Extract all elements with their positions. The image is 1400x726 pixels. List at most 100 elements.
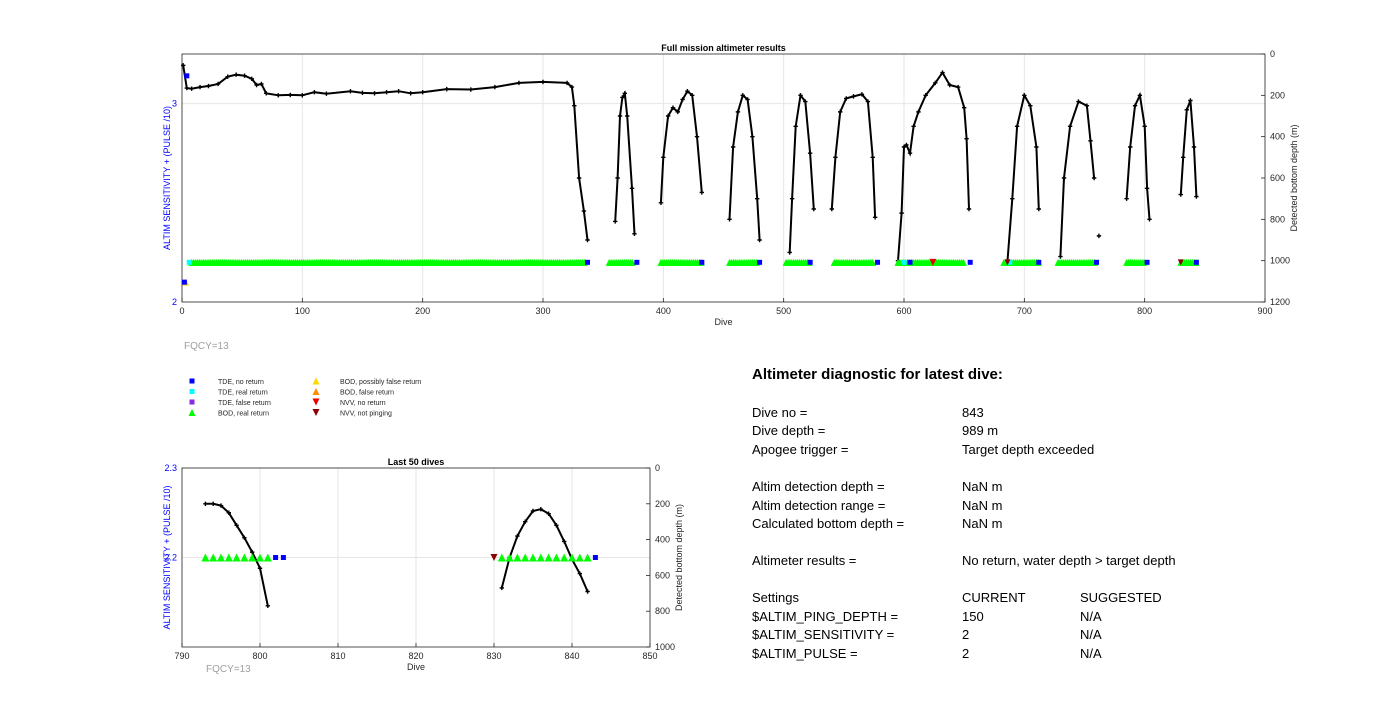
- x-tick-label: 100: [295, 306, 310, 316]
- x-axis-label: Dive: [714, 317, 732, 327]
- bod-real-return-marker: [232, 553, 241, 562]
- legend-marker: [312, 388, 320, 395]
- depth-point: [615, 175, 620, 181]
- depth-point: [899, 210, 904, 216]
- legend-marker: [312, 377, 320, 385]
- depth-point: [620, 95, 625, 100]
- legend-label: BOD, real return: [218, 411, 269, 418]
- depth-point: [408, 91, 413, 96]
- x-tick-label: 600: [896, 306, 911, 316]
- depth-point: [564, 80, 570, 86]
- depth-point: [829, 206, 834, 212]
- depth-point: [576, 175, 582, 181]
- bod-real-return-marker: [583, 553, 592, 562]
- x-tick-label: 810: [330, 651, 345, 661]
- depth-point: [218, 503, 224, 508]
- tde-no-return-marker: [967, 259, 973, 265]
- bod-real-return-marker: [209, 553, 218, 562]
- depth-point: [964, 136, 969, 141]
- depth-point: [798, 93, 803, 98]
- depth-series-line: [1179, 100, 1198, 197]
- depth-point: [865, 99, 871, 104]
- depth-point: [690, 93, 695, 98]
- legend-marker: [189, 399, 195, 405]
- bod-real-return-marker: [201, 553, 210, 562]
- depth-point: [1188, 98, 1193, 103]
- depth-point: [851, 94, 856, 99]
- depth-point: [844, 96, 849, 101]
- depth-point: [740, 93, 745, 98]
- depth-point: [940, 70, 945, 75]
- y-left-axis-label: ALTIM SENSITIVITY + (PULSE /10): [162, 486, 172, 630]
- bod-real-return-marker: [536, 553, 545, 562]
- tde-no-return-marker: [699, 259, 705, 265]
- depth-point: [1010, 196, 1015, 201]
- depth-point: [1142, 124, 1147, 129]
- depth-point: [1191, 144, 1197, 150]
- depth-point: [515, 533, 520, 539]
- depth-point: [933, 80, 938, 86]
- bod-real-return-marker: [869, 258, 877, 266]
- fqcy-annotation: FQCY=13: [206, 664, 251, 675]
- tde-no-return-marker: [807, 259, 813, 265]
- altimeter-results-value: No return, water depth > target depth: [962, 553, 1176, 568]
- depth-point: [1137, 93, 1143, 98]
- depth-point: [206, 83, 211, 89]
- depth-point: [1144, 186, 1150, 191]
- depth-point: [499, 585, 504, 591]
- dive-no-label: Dive no =: [752, 405, 808, 420]
- depth-point: [811, 206, 816, 212]
- bod-real-return-marker: [628, 258, 636, 266]
- bod-real-return-marker: [959, 258, 967, 266]
- nvv-not-pinging-marker: [1177, 259, 1184, 266]
- depth-point: [1178, 192, 1183, 197]
- depth-point: [324, 91, 329, 96]
- tde-real-return-marker: [186, 259, 192, 265]
- tde-real-return-marker: [901, 259, 907, 265]
- depth-point: [225, 74, 230, 79]
- depth-point: [699, 190, 705, 195]
- tde-real-return-marker: [1007, 259, 1013, 265]
- depth-point: [730, 144, 736, 150]
- y-right-tick-label: 0: [1270, 49, 1275, 59]
- depth-point: [1096, 233, 1102, 239]
- depth-point: [911, 124, 916, 129]
- bod-real-return-marker: [240, 553, 249, 562]
- depth-point: [189, 86, 194, 91]
- tde-no-return-marker: [1193, 259, 1199, 265]
- depth-point: [1124, 196, 1129, 201]
- apogee-label: Apogee trigger =: [752, 442, 849, 457]
- bod-real-return-marker: [575, 553, 584, 562]
- depth-series-line: [182, 65, 589, 241]
- depth-point: [754, 196, 760, 201]
- legend-label: BOD, possibly false return: [340, 379, 421, 386]
- tde-no-return-marker: [184, 73, 190, 79]
- y-right-tick-label: 800: [1270, 214, 1285, 224]
- bod-real-return-marker: [513, 553, 522, 562]
- depth-point: [1194, 194, 1199, 199]
- depth-point: [629, 186, 635, 191]
- x-tick-label: 200: [415, 306, 430, 316]
- x-tick-label: 820: [408, 651, 423, 661]
- tde-no-return-marker: [634, 259, 640, 265]
- tde-no-return-marker: [280, 555, 286, 560]
- x-tick-label: 800: [252, 651, 267, 661]
- depth-point: [670, 105, 676, 110]
- depth-point: [1036, 206, 1041, 212]
- depth-point: [680, 97, 685, 102]
- bod-real-return-marker: [505, 553, 514, 562]
- altim-detection-range-label: Altim detection range =: [752, 498, 886, 513]
- depth-series-line: [659, 89, 703, 203]
- calculated-bottom-value: NaN m: [962, 516, 1003, 531]
- calculated-bottom-label: Calculated bottom depth =: [752, 516, 905, 531]
- diagnostic-title: Altimeter diagnostic for latest dive:: [752, 366, 1003, 383]
- depth-point: [572, 103, 577, 108]
- y-right-axis-label: Detected bottom depth (m): [674, 504, 684, 611]
- legend-marker: [188, 409, 196, 416]
- legend-label: NVV, no return: [340, 400, 386, 407]
- x-tick-label: 840: [564, 651, 579, 661]
- depth-point: [872, 215, 878, 220]
- depth-point: [947, 82, 952, 88]
- current-header: CURRENT: [962, 590, 1026, 605]
- depth-point: [569, 84, 575, 90]
